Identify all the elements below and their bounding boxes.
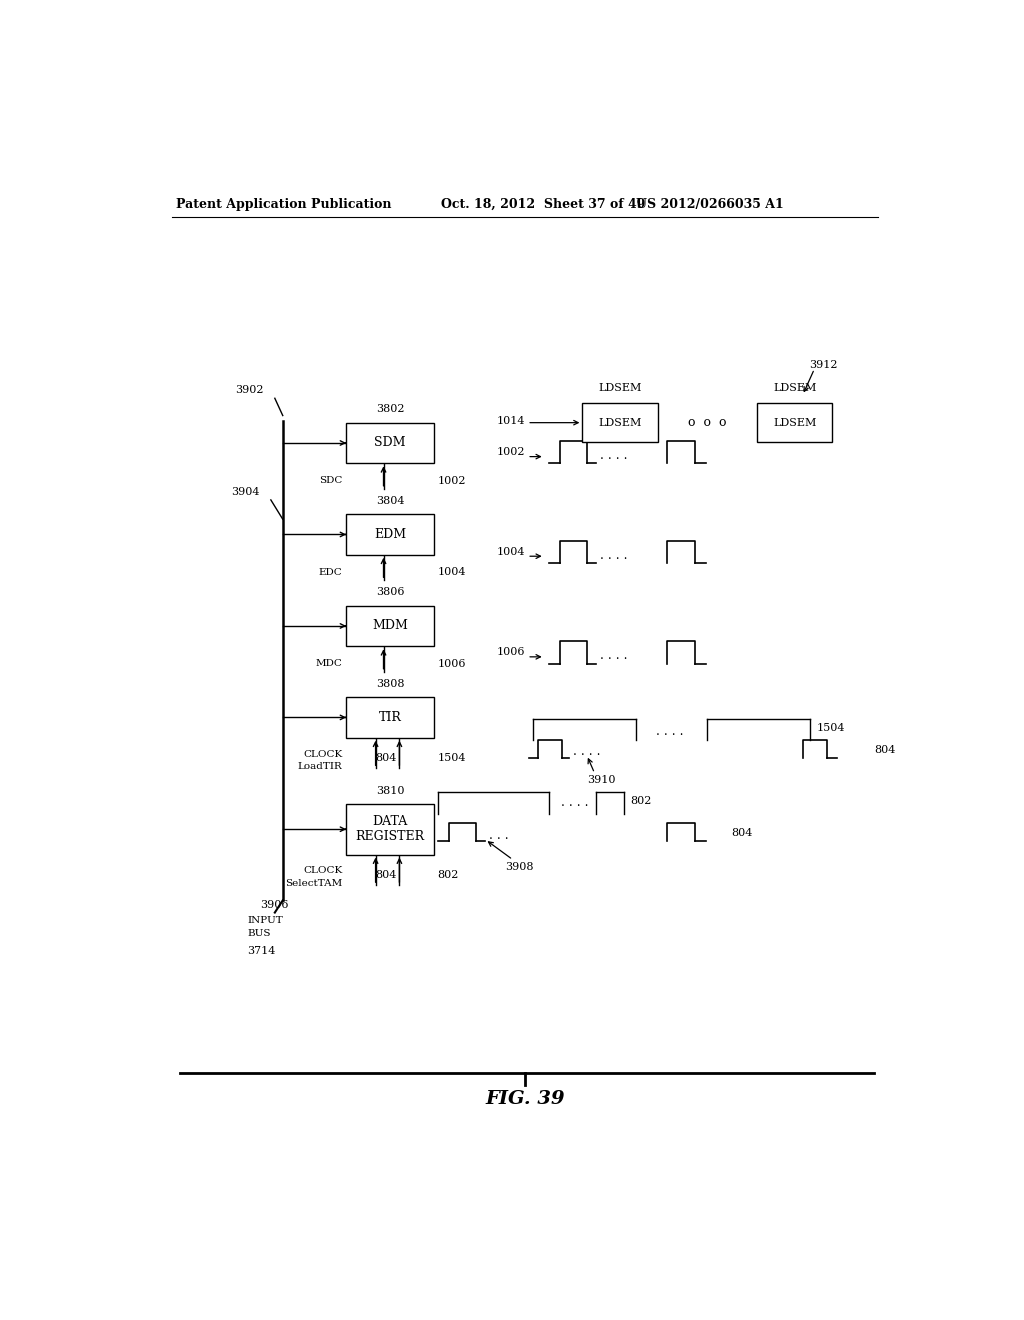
Text: Oct. 18, 2012  Sheet 37 of 49: Oct. 18, 2012 Sheet 37 of 49 bbox=[441, 198, 646, 211]
Text: 1014: 1014 bbox=[497, 416, 524, 425]
Text: 804: 804 bbox=[376, 754, 397, 763]
Text: . . . .: . . . . bbox=[573, 746, 601, 758]
Text: LDSEM: LDSEM bbox=[773, 417, 816, 428]
Text: 3906: 3906 bbox=[260, 900, 289, 911]
Text: 802: 802 bbox=[437, 870, 459, 880]
Text: o  o  o: o o o bbox=[688, 416, 727, 429]
Text: . . . .: . . . . bbox=[600, 449, 628, 462]
Text: 802: 802 bbox=[631, 796, 651, 805]
FancyBboxPatch shape bbox=[346, 606, 433, 647]
Text: BUS: BUS bbox=[247, 929, 270, 939]
Text: MDM: MDM bbox=[372, 619, 408, 632]
FancyBboxPatch shape bbox=[757, 404, 833, 442]
Text: FIG. 39: FIG. 39 bbox=[485, 1089, 564, 1107]
FancyBboxPatch shape bbox=[346, 422, 433, 463]
Text: US 2012/0266035 A1: US 2012/0266035 A1 bbox=[636, 198, 783, 211]
FancyBboxPatch shape bbox=[583, 404, 657, 442]
Text: LDSEM: LDSEM bbox=[773, 383, 816, 393]
Text: 1006: 1006 bbox=[497, 647, 524, 657]
Text: 3902: 3902 bbox=[236, 385, 263, 395]
Text: 1006: 1006 bbox=[437, 659, 466, 668]
Text: 3908: 3908 bbox=[505, 862, 534, 871]
Text: EDC: EDC bbox=[318, 568, 342, 577]
Text: 3806: 3806 bbox=[376, 587, 404, 598]
Text: 3804: 3804 bbox=[376, 496, 404, 506]
Text: 1002: 1002 bbox=[437, 475, 466, 486]
Text: . . . .: . . . . bbox=[655, 725, 683, 738]
Text: . . . .: . . . . bbox=[560, 796, 588, 809]
Text: 3810: 3810 bbox=[376, 785, 404, 796]
Text: LDSEM: LDSEM bbox=[598, 383, 642, 393]
Text: 1004: 1004 bbox=[497, 546, 524, 557]
Text: Patent Application Publication: Patent Application Publication bbox=[176, 198, 391, 211]
Text: LDSEM: LDSEM bbox=[598, 417, 642, 428]
Text: DATA
REGISTER: DATA REGISTER bbox=[355, 816, 425, 843]
Text: SelectTAM: SelectTAM bbox=[285, 879, 342, 887]
Text: CLOCK: CLOCK bbox=[303, 750, 342, 759]
Text: SDM: SDM bbox=[374, 437, 406, 450]
Text: 1504: 1504 bbox=[817, 722, 846, 733]
FancyBboxPatch shape bbox=[346, 804, 433, 854]
Text: . . . .: . . . . bbox=[600, 549, 628, 561]
Text: 804: 804 bbox=[376, 870, 397, 880]
Text: 3910: 3910 bbox=[587, 775, 615, 785]
Text: . . .: . . . bbox=[488, 829, 508, 842]
Text: 804: 804 bbox=[731, 828, 753, 838]
Text: 3808: 3808 bbox=[376, 678, 404, 689]
FancyBboxPatch shape bbox=[346, 515, 433, 554]
Text: LoadTIR: LoadTIR bbox=[298, 762, 342, 771]
Text: 3802: 3802 bbox=[376, 404, 404, 414]
Text: MDC: MDC bbox=[315, 659, 342, 668]
Text: 804: 804 bbox=[874, 744, 895, 755]
Text: INPUT: INPUT bbox=[247, 916, 283, 925]
Text: CLOCK: CLOCK bbox=[303, 866, 342, 875]
Text: 3714: 3714 bbox=[247, 946, 275, 956]
Text: 3912: 3912 bbox=[809, 360, 838, 370]
Text: 1002: 1002 bbox=[497, 447, 524, 457]
Text: SDC: SDC bbox=[318, 477, 342, 484]
Text: TIR: TIR bbox=[379, 711, 401, 723]
Text: EDM: EDM bbox=[374, 528, 406, 541]
Text: 1504: 1504 bbox=[437, 754, 466, 763]
Text: 1004: 1004 bbox=[437, 568, 466, 577]
Text: . . . .: . . . . bbox=[600, 649, 628, 663]
Text: 3904: 3904 bbox=[231, 487, 260, 496]
FancyBboxPatch shape bbox=[346, 697, 433, 738]
